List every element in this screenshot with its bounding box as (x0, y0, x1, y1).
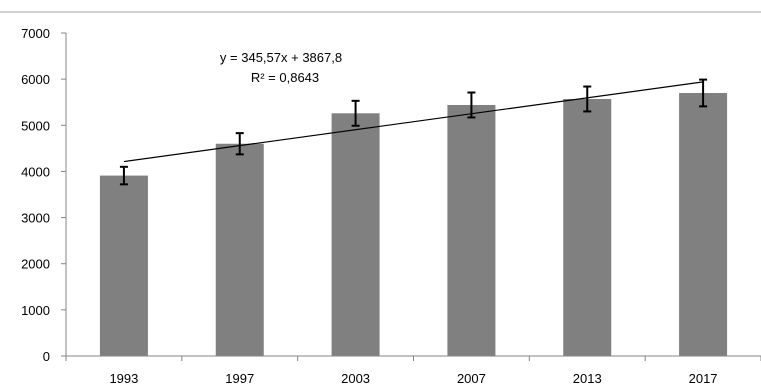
bar-2017 (679, 92, 728, 356)
bar-2013 (563, 98, 612, 356)
x-tick-label: 2013 (573, 371, 602, 386)
error-bar-2013 (583, 85, 592, 113)
x-tick-label: 2017 (689, 371, 718, 386)
x-tick-label: 2003 (341, 371, 370, 386)
trendline-r2-label: R² = 0,8643 (251, 70, 319, 85)
y-tick-label: 3000 (21, 211, 50, 226)
x-axis-labels: 1993 1997 2003 2007 2013 2017 (109, 371, 717, 386)
x-tick-label: 1997 (225, 371, 254, 386)
error-bar-2017 (699, 78, 708, 108)
trendline-equation-label: y = 345,57x + 3867,8 (220, 50, 342, 65)
y-tick-label: 1000 (21, 303, 50, 318)
y-tick-label: 2000 (21, 257, 50, 272)
y-tick-label: 6000 (21, 72, 50, 87)
linear-trendline (123, 81, 704, 163)
x-tick-label: 1993 (109, 371, 138, 386)
x-tick-label: 2007 (457, 371, 486, 386)
error-bars (119, 78, 708, 186)
bars (99, 92, 728, 357)
bar-2003 (331, 113, 380, 356)
error-bar-1997 (235, 132, 244, 156)
y-tick-label: 5000 (21, 118, 50, 133)
bar-2007 (447, 104, 496, 357)
y-axis-ticks: 0 1000 2000 3000 4000 5000 6000 7000 (21, 26, 50, 364)
error-bar-2003 (351, 99, 360, 127)
trendline-layer (123, 81, 704, 163)
y-tick-label: 0 (43, 349, 50, 364)
bar-1997 (215, 143, 264, 356)
error-bar-1993 (119, 165, 128, 186)
y-tick-label: 7000 (21, 26, 50, 41)
y-tick-label: 4000 (21, 164, 50, 179)
bar-1993 (99, 175, 148, 356)
axes (61, 32, 761, 361)
